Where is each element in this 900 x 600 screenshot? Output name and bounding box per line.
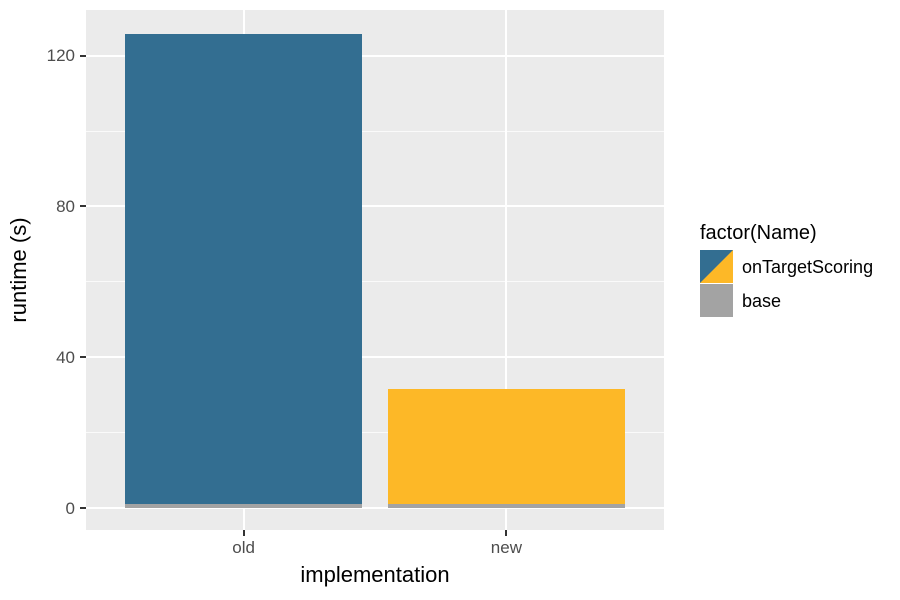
bar-new-segment-base [388,503,625,509]
x-tick-mark [505,530,508,536]
plot-panel [86,10,664,530]
bar-old-segment-base [125,503,362,509]
legend-item-label: base [742,290,782,311]
gridline-vertical [505,10,508,530]
y-tick-mark [80,205,86,208]
y-tick-label: 40 [56,347,75,367]
y-axis-title: runtime (s) [6,217,31,323]
y-tick-mark [80,54,86,57]
legend-item-label: onTargetScoring [742,256,874,277]
gridline-major [86,54,664,57]
x-axis-title: implementation [300,562,450,587]
gridline-major [86,205,664,208]
gridline-major [86,356,664,359]
legend-key-base-icon [700,284,733,317]
x-tick-mark [242,530,245,536]
y-tick-label: 80 [56,196,75,216]
y-tick-label: 120 [46,46,75,66]
gridline-minor [86,130,664,132]
legend-key-onTargetScoring-icon [700,250,733,283]
x-tick-label: new [490,538,522,557]
legend: factor(Name) onTargetScoring base [700,221,873,318]
legend-item-onTargetScoring: onTargetScoring [700,250,873,283]
x-tick-label: old [232,538,255,557]
y-tick-label: 0 [65,498,75,518]
bar-new-segment-onTargetScoring [388,388,625,504]
gridline-major [86,507,664,510]
bar-old-segment-onTargetScoring [125,33,362,504]
gridline-minor [86,432,664,434]
legend-item-base: base [700,284,873,317]
y-tick-mark [80,507,86,510]
y-tick-mark [80,356,86,359]
legend-title: factor(Name) [700,222,817,244]
gridline-minor [86,281,664,283]
